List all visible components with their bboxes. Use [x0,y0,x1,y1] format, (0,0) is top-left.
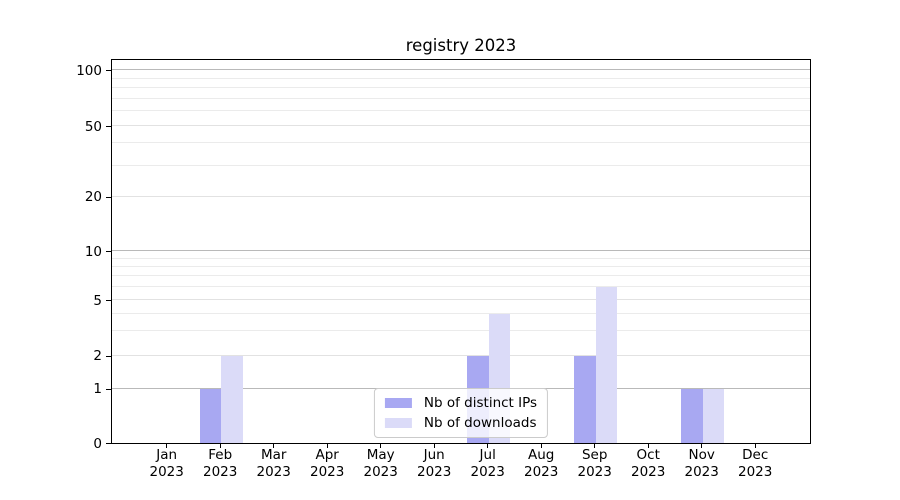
major-gridline [112,195,810,197]
y-tick-mark [106,300,111,302]
x-tick-mark [594,444,596,448]
y-tick-label: 1 [93,381,102,397]
x-tick-mark [166,444,168,448]
x-tick-mark [433,444,435,448]
major-gridline [112,69,810,71]
legend-entry-distinct-ips: Nb of distinct IPs [384,395,538,411]
minor-gridline [112,98,810,100]
y-tick-mark [106,443,111,445]
y-tick-label: 0 [93,435,102,452]
x-tick-label-feb: Feb 2023 [203,447,238,480]
minor-gridline [112,87,810,89]
y-tick-label: 50 [84,118,102,135]
chart-title: registry 2023 [405,36,517,55]
bar-sep-distinct-ips [574,355,596,443]
y-tick-mark [106,251,111,253]
legend-entry-downloads: Nb of downloads [384,415,537,431]
x-tick-mark [701,444,703,448]
major-gridline [112,354,810,356]
y-tick-label: 10 [84,243,102,260]
y-tick-label: 5 [93,292,102,309]
legend-label-distinct-ips: Nb of distinct IPs [423,395,538,411]
x-tick-label-sep: Sep 2023 [577,447,612,480]
major-gridline [112,250,810,252]
bar-nov-distinct-ips [681,388,703,443]
legend-label-downloads: Nb of downloads [423,415,537,431]
y-tick-mark [106,70,111,72]
minor-gridline [112,142,810,144]
x-tick-label-jun: Jun 2023 [417,447,452,480]
minor-gridline [112,77,810,79]
x-tick-label-mar: Mar 2023 [256,447,291,480]
x-tick-label-apr: Apr 2023 [310,447,345,480]
legend-swatch-distinct-ips [384,398,412,408]
x-tick-label-jul: Jul 2023 [470,447,505,480]
major-gridline [112,125,810,127]
minor-gridline [112,330,810,332]
y-tick-label: 20 [84,189,102,206]
minor-gridline [112,257,810,259]
bar-sep-downloads [595,287,618,443]
plot-area: Nb of distinct IPs Nb of downloads [111,59,811,444]
y-tick-mark [106,388,111,390]
x-tick-mark [647,444,649,448]
x-tick-mark [380,444,382,448]
minor-gridline [112,164,810,166]
y-tick-label: 2 [93,348,102,365]
bar-feb-distinct-ips [199,388,222,443]
minor-gridline [112,110,810,112]
x-tick-mark [754,444,756,448]
minor-gridline [112,286,810,288]
x-tick-mark [273,444,275,448]
legend: Nb of distinct IPs Nb of downloads [373,388,549,438]
major-gridline [112,299,810,301]
minor-gridline [112,312,810,314]
x-tick-label-oct: Oct 2023 [631,447,666,480]
y-tick-mark [106,355,111,357]
x-tick-label-dec: Dec 2023 [738,447,773,480]
x-tick-label-may: May 2023 [363,447,398,480]
x-tick-label-jan: Jan 2023 [149,447,184,480]
y-tick-label: 100 [76,62,102,79]
y-tick-mark [106,196,111,198]
minor-gridline [112,275,810,277]
x-tick-mark [219,444,221,448]
x-tick-mark [487,444,489,448]
x-tick-mark [326,444,328,448]
x-tick-label-nov: Nov 2023 [684,447,719,480]
x-tick-mark [540,444,542,448]
bar-feb-downloads [221,355,243,443]
minor-gridline [112,265,810,267]
legend-swatch-downloads [384,418,412,428]
y-tick-mark [106,126,111,128]
bar-nov-downloads [702,388,725,443]
x-tick-label-aug: Aug 2023 [524,447,559,480]
